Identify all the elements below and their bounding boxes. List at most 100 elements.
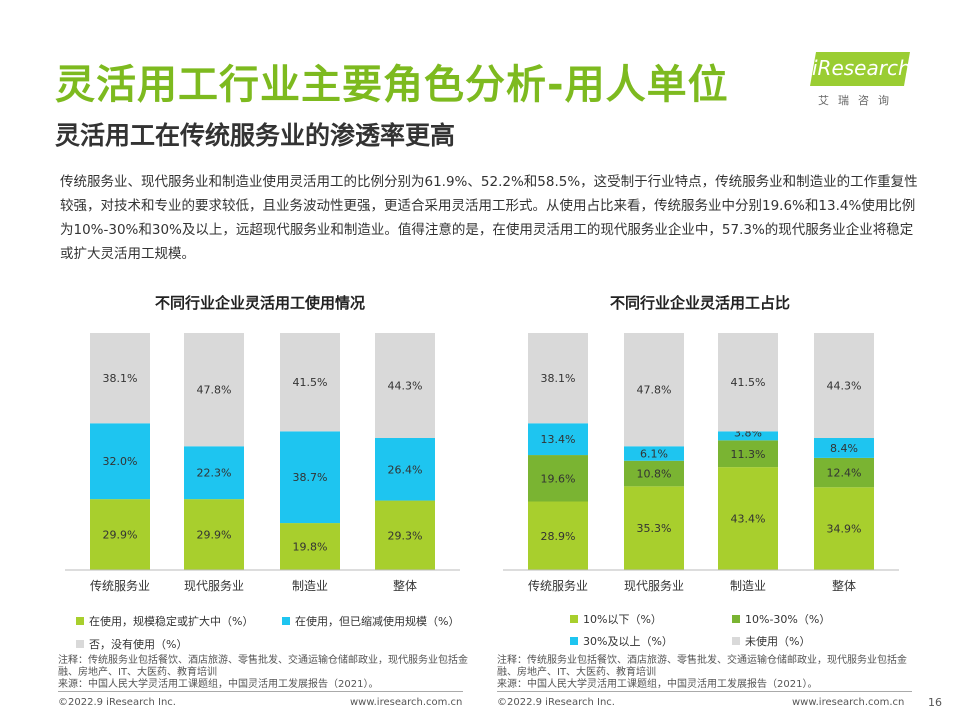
bar-segment (624, 486, 684, 570)
footer-divider-right (497, 691, 912, 692)
legend-swatch-icon (732, 615, 740, 623)
data-label: 11.3% (731, 448, 766, 461)
legend-label: 否，没有使用（%） (89, 638, 188, 651)
legend-item-under-10: 10%以下（%） (570, 611, 662, 627)
data-label: 43.4% (731, 513, 766, 526)
bar-segment (718, 440, 778, 468)
bar-segment (528, 423, 588, 456)
category-label: 制造业 (730, 579, 766, 593)
legend-swatch-icon (76, 617, 84, 625)
bar-segment (184, 499, 244, 570)
legend-item-30-plus: 30%及以上（%） (570, 633, 673, 649)
bar-segment (90, 423, 150, 500)
legend-label: 30%及以上（%） (583, 635, 673, 648)
footer-url-right[interactable]: www.iresearch.com.cn (792, 697, 905, 708)
bar-segment (90, 333, 150, 424)
bar-segment (814, 333, 874, 438)
bar-segment (718, 467, 778, 570)
legend-label: 10%-30%（%） (745, 613, 831, 626)
legend-swatch-icon (76, 640, 84, 648)
data-label: 47.8% (637, 384, 672, 397)
category-label: 整体 (393, 578, 417, 593)
bar-segment (280, 523, 340, 570)
legend-label: 在使用，规模稳定或扩大中（%） (89, 615, 254, 628)
data-label: 13.4% (541, 433, 576, 446)
data-label: 6.1% (640, 448, 668, 461)
data-label: 44.3% (388, 379, 423, 392)
legend-label: 在使用，但已缩减使用规模（%） (295, 615, 460, 628)
bar-segment (624, 460, 684, 487)
category-label: 现代服务业 (184, 578, 244, 593)
category-label: 传统服务业 (528, 578, 588, 593)
data-label: 34.9% (827, 523, 862, 536)
data-label: 35.3% (637, 522, 672, 535)
bar-segment (528, 501, 588, 570)
bar-segment (624, 333, 684, 447)
bar-segment (184, 333, 244, 447)
left-note: 注释：传统服务业包括餐饮、酒店旅游、零售批发、交通运输仓储邮政业，现代服务业包括… (58, 655, 468, 690)
legend-swatch-icon (732, 637, 740, 645)
data-label: 22.3% (197, 467, 232, 480)
bar-segment (90, 499, 150, 570)
bar-segment (184, 446, 244, 500)
page-number: 16 (928, 696, 942, 709)
data-label: 44.3% (827, 379, 862, 392)
footer-url-left[interactable]: www.iresearch.com.cn (350, 697, 463, 708)
page-title: 灵活用工行业主要角色分析-用人单位 (55, 62, 729, 108)
category-label: 传统服务业 (90, 578, 150, 593)
bar-segment (280, 333, 340, 432)
legend-item-stable: 在使用，规模稳定或扩大中（%） (76, 613, 253, 629)
legend-label: 10%以下（%） (583, 613, 662, 626)
left-chart-title: 不同行业企业灵活用工使用情况 (154, 294, 365, 312)
data-label: 19.6% (541, 472, 576, 485)
bar-segment (718, 431, 778, 441)
data-label: 47.8% (197, 384, 232, 397)
data-label: 29.9% (103, 529, 138, 542)
legend-item-unused: 未使用（%） (732, 633, 810, 649)
bar-segment (528, 455, 588, 502)
data-label: 29.3% (388, 529, 423, 542)
bar-segment (280, 431, 340, 524)
footer-copyright-right: ©2022.9 iResearch Inc. (497, 697, 615, 708)
legend-swatch-icon (570, 637, 578, 645)
logo-background (810, 52, 910, 86)
bar-segment (375, 500, 435, 570)
data-label: 38.1% (103, 372, 138, 385)
data-label: 32.0% (103, 455, 138, 468)
data-label: 41.5% (293, 376, 328, 389)
data-label: 26.4% (388, 463, 423, 476)
legend-swatch-icon (282, 617, 290, 625)
data-label: 8.4% (830, 442, 858, 455)
footer-divider-left (58, 691, 463, 692)
logo-chinese-text: 艾瑞咨询 (818, 94, 898, 107)
category-label: 整体 (832, 578, 856, 593)
legend-swatch-icon (570, 615, 578, 623)
right-chart-title: 不同行业企业灵活用工占比 (609, 294, 790, 312)
bar-segment (624, 446, 684, 461)
bar-segment (375, 333, 435, 438)
bar-segment (814, 487, 874, 570)
data-label: 10.8% (637, 468, 672, 481)
data-label: 41.5% (731, 376, 766, 389)
bar-segment (814, 457, 874, 488)
bar-segment (718, 333, 778, 432)
legend-item-10-30: 10%-30%（%） (732, 611, 830, 627)
right-note: 注释：传统服务业包括餐饮、酒店旅游、零售批发、交通运输仓储邮政业，现代服务业包括… (497, 655, 907, 690)
footer-copyright-left: ©2022.9 iResearch Inc. (58, 697, 176, 708)
data-label: 29.9% (197, 529, 232, 542)
bar-segment (375, 437, 435, 501)
page-subtitle: 灵活用工在传统服务业的渗透率更高 (55, 121, 456, 150)
legend-item-not-used: 否，没有使用（%） (76, 636, 187, 652)
data-label: 28.9% (541, 530, 576, 543)
legend-label: 未使用（%） (745, 635, 811, 648)
body-paragraph: 传统服务业、现代服务业和制造业使用灵活用工的比例分别为61.9%、52.2%和5… (60, 174, 918, 262)
bar-segment (528, 333, 588, 424)
legend-item-reduced: 在使用，但已缩减使用规模（%） (282, 613, 459, 629)
data-label: 19.8% (293, 541, 328, 554)
data-label: 12.4% (827, 467, 862, 480)
category-label: 现代服务业 (624, 578, 684, 593)
bar-segment (814, 437, 874, 458)
data-label: 38.7% (293, 471, 328, 484)
